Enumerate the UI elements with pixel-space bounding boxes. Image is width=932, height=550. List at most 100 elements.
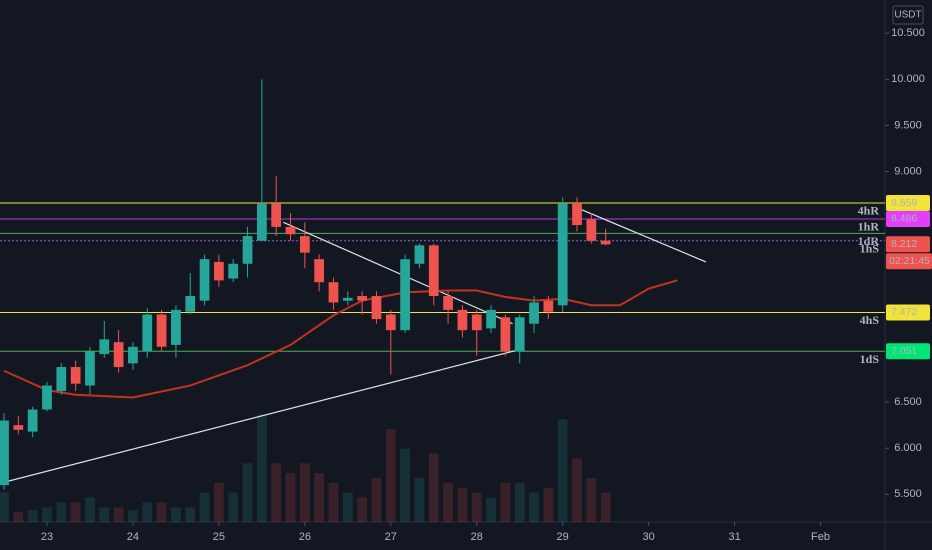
level-label: 1hR	[858, 220, 880, 234]
candle-body	[70, 367, 81, 384]
volume-bar	[42, 507, 52, 522]
volume-bar	[242, 463, 253, 522]
volume-bar	[443, 482, 453, 522]
candle-body	[214, 261, 224, 281]
volume-bar	[586, 477, 597, 522]
price-tag	[886, 343, 930, 360]
candle-body	[486, 309, 496, 329]
level-label: 1hS	[860, 241, 880, 255]
y-tick-label: 6.500	[894, 396, 922, 408]
price-tag-label: 7.472	[891, 306, 917, 318]
volume-bar	[113, 507, 124, 522]
volume-bar	[156, 502, 167, 522]
x-tick-label: 29	[557, 531, 569, 543]
trendline	[573, 206, 707, 263]
volume-bar	[471, 492, 482, 522]
candle-body	[529, 302, 539, 324]
price-tag-label: 8.659	[891, 197, 917, 209]
candle-body	[357, 296, 368, 301]
volume-bar	[56, 502, 67, 522]
candle-body	[242, 236, 253, 264]
candle-body	[56, 367, 67, 392]
volume-bar	[414, 477, 425, 522]
price-tag	[886, 304, 930, 321]
price-tag	[886, 210, 930, 227]
volume-bar	[314, 473, 325, 522]
candle-body	[228, 263, 239, 279]
price-tag	[886, 236, 930, 253]
volume-bar	[13, 512, 24, 522]
candle-body	[299, 236, 310, 253]
volume-bar	[299, 463, 310, 522]
volume-bar	[357, 497, 368, 522]
price-tag-label: 8.212	[891, 238, 917, 250]
volume-bar	[572, 458, 582, 522]
candle-body	[128, 346, 138, 364]
price-tag-label: 8.486	[891, 213, 917, 225]
candle-body	[185, 296, 196, 312]
y-tick-label: 5.500	[894, 488, 922, 500]
volume-bar	[128, 510, 138, 522]
volume-bar	[271, 463, 282, 522]
candle-body	[85, 351, 95, 386]
candle-body	[99, 339, 110, 355]
candle-body	[156, 314, 167, 347]
volume-bar	[342, 492, 353, 522]
volume-bar	[185, 507, 196, 522]
y-tick-label: 10.000	[891, 73, 925, 85]
candle-body	[514, 317, 525, 352]
x-tick-label: 25	[213, 531, 225, 543]
volume-bar	[557, 419, 568, 522]
volume-bar	[328, 482, 339, 522]
candle-body	[142, 314, 153, 352]
x-tick-label: 27	[385, 531, 397, 543]
x-tick-label: 31	[728, 531, 740, 543]
volume-bar	[371, 477, 382, 522]
x-tick-label: 23	[41, 531, 53, 543]
volume-bar	[457, 487, 468, 522]
x-tick-label: 24	[127, 531, 139, 543]
volume-bar	[400, 448, 410, 522]
y-tick-label: 9.000	[894, 165, 922, 177]
candle-body	[0, 420, 9, 486]
volume-bar	[171, 507, 181, 522]
candle-body	[314, 259, 325, 283]
candle-body	[199, 259, 210, 301]
price-tag	[886, 194, 930, 211]
volume-bar	[600, 492, 611, 522]
volume-bar	[199, 492, 210, 522]
volume-bar	[85, 497, 95, 522]
candle-body	[414, 245, 425, 264]
volume-bar	[486, 497, 496, 522]
trendline	[283, 221, 513, 325]
candle-body	[400, 259, 410, 331]
candle-body	[171, 309, 181, 345]
candle-body	[256, 203, 267, 241]
currency: USDT	[894, 10, 921, 21]
candle-body	[428, 245, 439, 297]
price-tag-label: 7.051	[891, 345, 917, 357]
volume-bar	[285, 473, 296, 522]
y-tick-label: 10.500	[891, 27, 925, 39]
candle-body	[271, 203, 282, 227]
volume-bar	[214, 482, 224, 522]
currency-box	[892, 5, 924, 25]
candle-body	[600, 240, 611, 245]
volume-bar	[142, 502, 153, 522]
candle-body	[457, 309, 468, 331]
candle-body	[471, 314, 482, 331]
volume-bar	[529, 492, 539, 522]
candle-body	[42, 385, 52, 410]
x-tick-label: 26	[299, 531, 311, 543]
volume-bar	[99, 507, 110, 522]
x-tick-label: 30	[643, 531, 655, 543]
x-tick-label: 28	[471, 531, 483, 543]
candle-body	[27, 409, 38, 432]
countdown: 02:21:45	[889, 255, 930, 267]
volume-bar	[514, 482, 525, 522]
volume-bar	[0, 492, 9, 522]
candle-body	[285, 226, 296, 235]
volume-bar	[27, 510, 38, 522]
